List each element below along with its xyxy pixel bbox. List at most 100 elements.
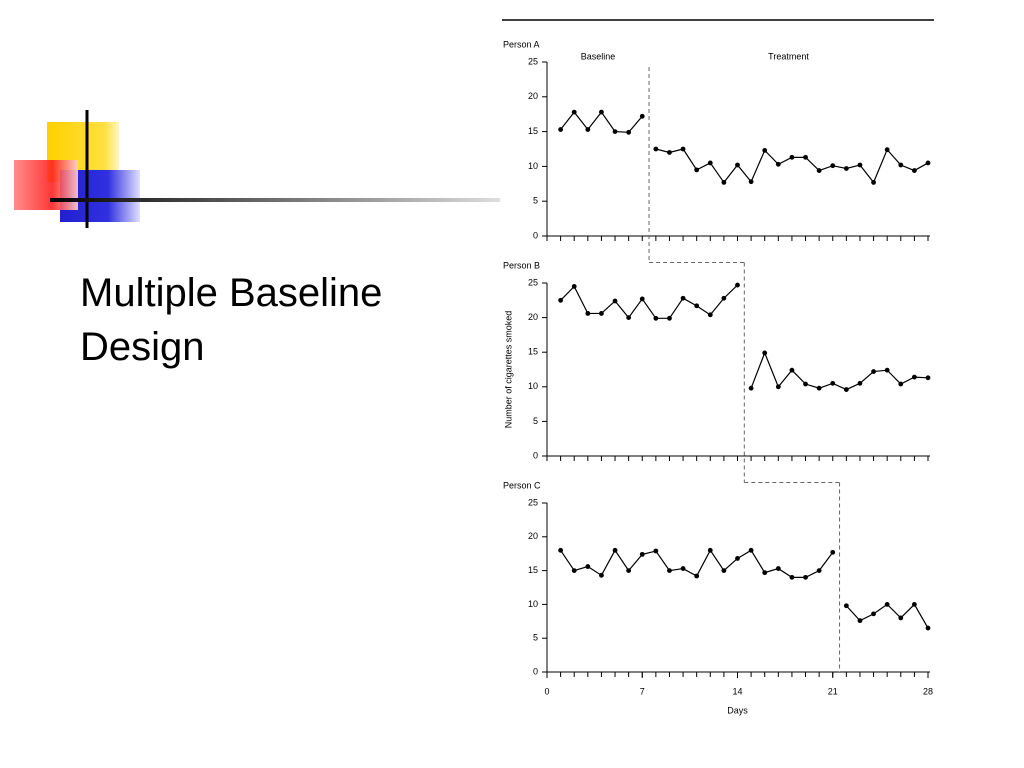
y-tick-label: 15 [528, 126, 538, 136]
data-point [558, 547, 564, 553]
data-point [857, 162, 863, 168]
y-tick-label: 5 [533, 416, 538, 426]
data-point [707, 160, 713, 166]
panel-title: Person B [503, 260, 540, 270]
data-line [655, 148, 929, 184]
data-point [789, 574, 795, 580]
data-point [639, 551, 645, 557]
data-point [830, 380, 836, 386]
phase-label: Baseline [581, 51, 616, 61]
data-point [585, 127, 591, 132]
y-tick-label: 20 [528, 531, 538, 541]
data-point [925, 160, 931, 166]
data-point [803, 154, 808, 160]
data-point [599, 109, 604, 115]
x-tick-label: 14 [732, 686, 742, 696]
y-tick-label: 0 [533, 230, 538, 240]
phase-label: Treatment [768, 51, 809, 61]
data-point [612, 298, 618, 304]
data-point [748, 547, 754, 553]
data-point [667, 150, 672, 155]
data-point [911, 374, 917, 380]
deco-red [14, 160, 78, 210]
data-point [735, 556, 740, 561]
data-point [735, 162, 740, 168]
data-point [871, 369, 876, 374]
data-point [762, 147, 768, 153]
x-tick-label: 0 [544, 686, 549, 696]
deco-hline [50, 198, 500, 202]
data-point [735, 282, 740, 288]
y-tick-label: 20 [528, 91, 538, 101]
data-point [599, 572, 604, 578]
y-tick-label: 0 [533, 666, 538, 676]
y-tick-label: 10 [528, 599, 538, 609]
data-point [884, 147, 890, 153]
data-point [653, 146, 659, 152]
data-point [816, 568, 822, 573]
data-point [639, 296, 645, 302]
data-point [884, 367, 890, 373]
data-point [694, 167, 700, 173]
data-point [748, 385, 754, 391]
y-tick-label: 5 [533, 196, 538, 206]
data-point [626, 315, 632, 320]
panel-title: Person C [503, 480, 541, 490]
data-point [694, 573, 700, 579]
data-point [816, 168, 822, 173]
data-point [667, 315, 672, 321]
data-point [898, 381, 904, 387]
data-point [667, 568, 672, 573]
data-point [789, 367, 795, 373]
data-point [585, 311, 591, 316]
y-tick-label: 20 [528, 312, 538, 322]
data-point [585, 564, 591, 569]
data-point [653, 548, 659, 554]
y-tick-label: 25 [528, 497, 538, 507]
data-point [571, 109, 577, 115]
data-point [911, 168, 917, 173]
data-point [803, 574, 808, 580]
x-tick-label: 28 [923, 686, 933, 696]
data-point [571, 568, 577, 573]
data-point [843, 387, 849, 392]
data-point [721, 180, 727, 185]
x-tick-label: 21 [828, 686, 838, 696]
data-point [775, 384, 781, 390]
data-point [789, 154, 795, 160]
data-point [558, 127, 564, 132]
data-point [680, 566, 686, 571]
data-point [898, 162, 904, 168]
data-point [911, 602, 917, 607]
y-axis-label: Number of cigarettes smoked [503, 311, 513, 429]
y-tick-label: 15 [528, 565, 538, 575]
data-point [816, 385, 822, 391]
y-tick-label: 0 [533, 450, 538, 460]
data-point [707, 547, 713, 553]
data-point [775, 161, 781, 167]
data-point [857, 618, 863, 624]
x-tick-label: 7 [640, 686, 645, 696]
data-point [803, 381, 808, 387]
data-point [612, 129, 618, 135]
data-point [775, 566, 781, 571]
data-line [750, 351, 929, 391]
data-point [898, 615, 904, 621]
data-point [558, 297, 564, 303]
data-point [830, 549, 836, 555]
data-point [626, 568, 632, 573]
data-point [748, 179, 754, 185]
data-point [830, 163, 836, 169]
data-point [925, 625, 931, 631]
slide-title: Multiple Baseline Design [80, 271, 383, 369]
data-point [871, 180, 876, 185]
data-point [843, 166, 849, 171]
y-tick-label: 10 [528, 161, 538, 171]
data-point [571, 284, 577, 289]
data-point [871, 611, 876, 617]
data-point [626, 129, 632, 135]
data-point [843, 603, 849, 609]
y-tick-label: 15 [528, 347, 538, 357]
